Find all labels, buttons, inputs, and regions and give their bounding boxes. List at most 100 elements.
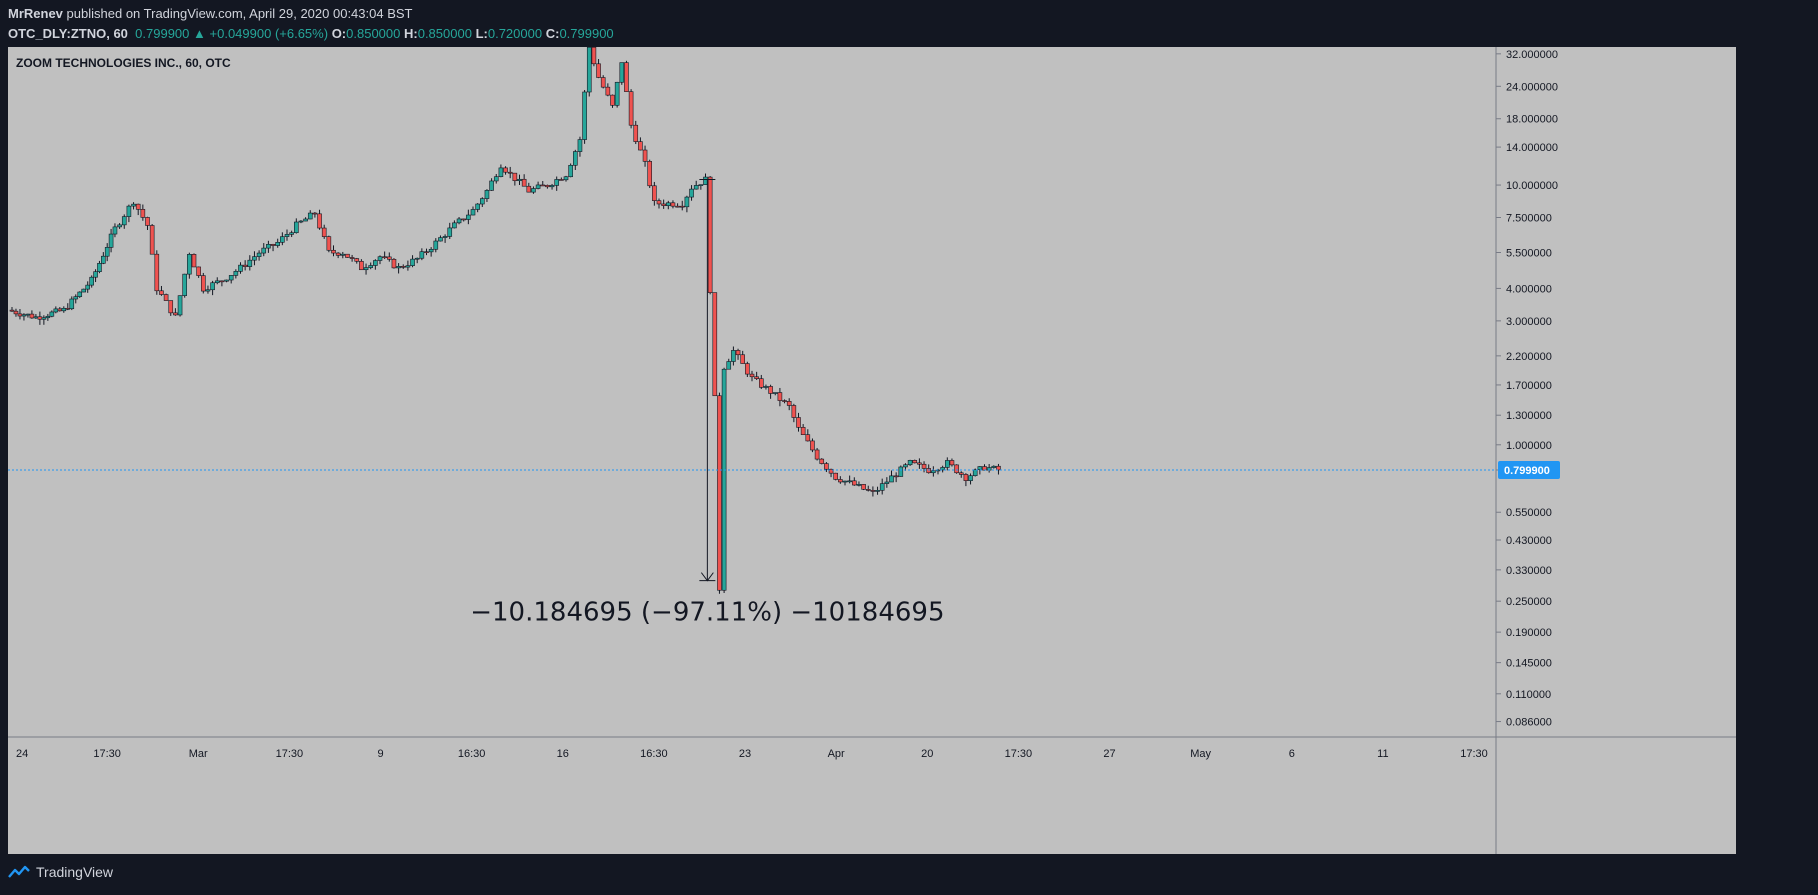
candle-body [838,479,843,483]
candle [758,374,764,390]
candle-body [847,480,852,483]
last-price-label: 0.799900 [1504,465,1550,477]
candle-body [786,401,792,406]
candle [768,384,773,399]
x-tick-label: 16:30 [458,748,486,760]
candle-body [168,300,174,314]
candle-body [373,260,378,266]
candle-body [270,244,276,246]
candle [386,252,392,262]
candle [568,163,573,178]
candle [149,224,155,255]
candle-body [363,267,369,271]
candle-body [17,313,23,317]
candle-body [758,378,764,388]
x-tick-label: 17:30 [93,748,121,760]
y-tick-label: 1.300000 [1506,410,1552,422]
candle-body [303,218,308,222]
candle [814,447,820,461]
candle-body [321,227,327,237]
candle-body [586,47,592,93]
candle-body [870,490,876,492]
author-name[interactable]: MrRenev [8,6,63,21]
candle-body [452,222,457,229]
candle-body [833,472,839,480]
candle [159,285,164,296]
candle-body [484,190,490,199]
candle-body [173,312,178,316]
candle [777,387,783,407]
candle [312,212,318,218]
candle [693,180,699,190]
time-axis[interactable]: 24 17:30 Mar 17:30 9 16:30 16 16:30 23 Apr 20 17:30… [16,748,1488,760]
candle-body [261,247,267,254]
candle [545,184,550,189]
candle [824,462,829,473]
candle-body [224,279,229,282]
candle [619,62,625,85]
candle-body [410,258,415,266]
candle [944,457,950,471]
candle [419,248,425,261]
candle-body [768,386,773,394]
candle-body [517,178,522,182]
candle [991,465,997,469]
candle [517,174,522,186]
candle [754,371,759,380]
candle-body [41,317,47,320]
price-axis[interactable]: 32.000000 24.000000 18.000000 14.000000 10.0… [1496,49,1560,729]
y-tick-label: 1.700000 [1506,380,1552,392]
x-tick-label: 11 [1377,748,1388,760]
candle [921,461,927,473]
candle-body [247,259,253,267]
candle [675,203,680,208]
candle-body [582,91,587,140]
candle [591,47,597,67]
candle [521,174,527,187]
candle-body [717,395,722,591]
candle-body [101,255,106,264]
candle-body [37,316,43,320]
candle [29,310,35,319]
candle-body [489,180,494,191]
candle [907,459,913,466]
candle [912,459,918,464]
candle [447,222,453,240]
candle-body [252,256,257,261]
candle [69,296,75,311]
candle [828,468,834,478]
candle-body [140,209,146,218]
candle-body [233,271,239,276]
candle-body [679,205,685,208]
y-tick-label: 0.190000 [1506,627,1552,639]
candle [233,269,239,279]
candle-body [466,214,471,220]
candle-body [707,176,713,293]
candle-body [53,308,59,313]
open-label: O: [331,26,347,41]
x-tick-label: 9 [377,748,383,760]
brand-name[interactable]: TradingView [36,864,114,880]
candle [503,166,508,175]
candle [540,181,546,187]
candle-body [884,481,890,484]
candle [359,259,364,271]
candle [893,472,899,483]
candle [405,260,411,271]
candle-body [149,225,155,255]
candle-body [814,449,820,460]
candle-body [121,216,127,226]
y-tick-label: 4.000000 [1506,283,1552,295]
candle [247,255,253,271]
candle-body [117,224,122,228]
candle-body [907,460,913,466]
candle-body [456,218,462,224]
candle [493,173,499,184]
candle-body [256,252,262,257]
candle-body [535,184,541,189]
price-chart[interactable]: ZOOM TECHNOLOGIES INC., 60, OTC −10.1846… [8,47,1736,854]
candle-body [740,354,746,364]
candle-body [647,161,653,187]
candle [861,484,866,491]
candle-body [131,203,136,207]
